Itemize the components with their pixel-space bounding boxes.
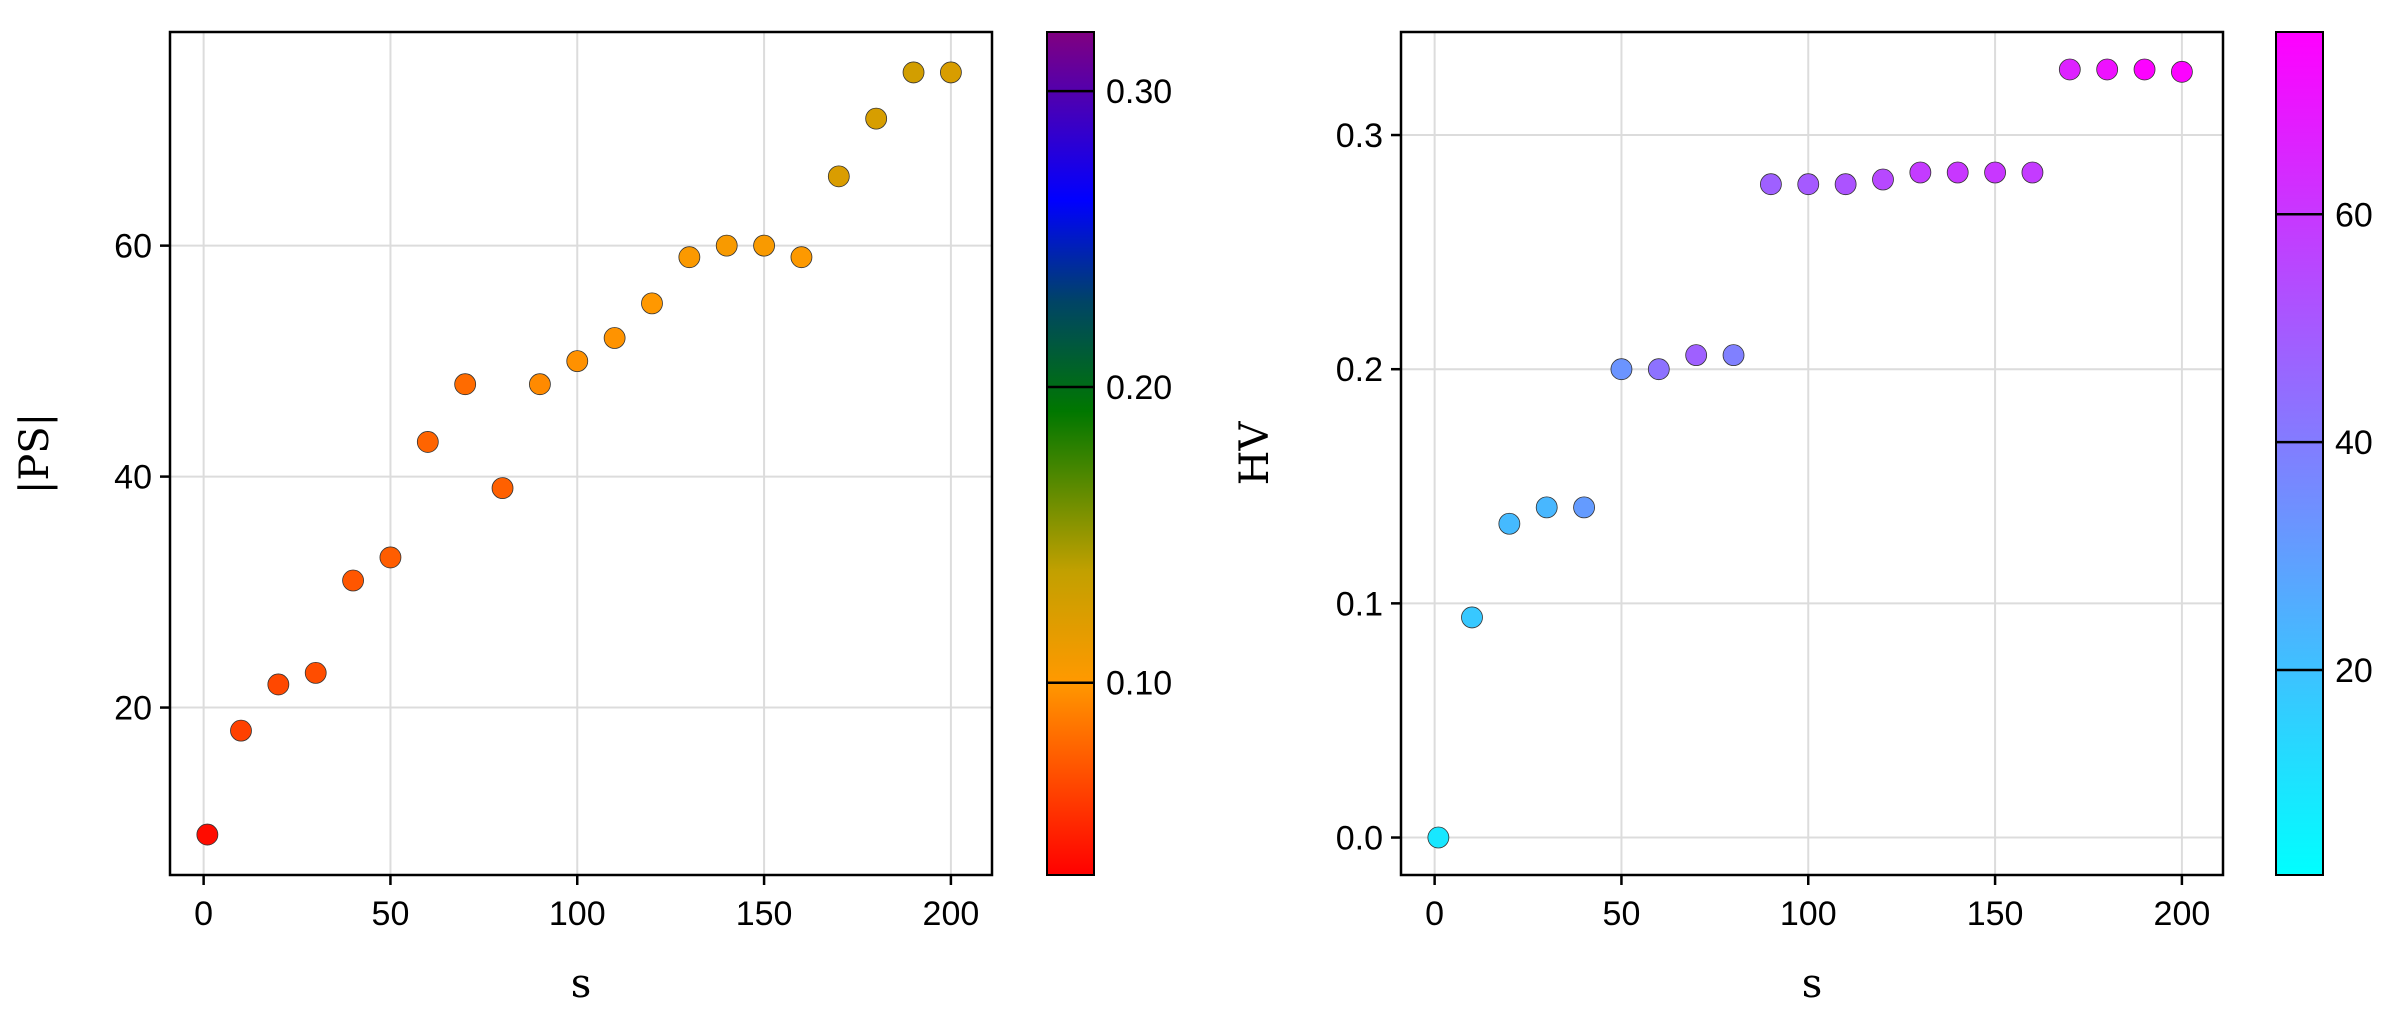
x-axis-ticks: 0 50 100 150 200	[1425, 875, 2210, 933]
y-axis-ticks: 0.0 0.1 0.2 0.3	[1336, 117, 1401, 858]
x-tick-label: 0	[1425, 895, 1444, 933]
x-tick-label: 150	[1967, 895, 2024, 933]
x-axis-ticks: 0 50 100 150 200	[194, 875, 979, 933]
y-tick-label: 0.2	[1336, 351, 1383, 389]
scatter-point	[2170, 60, 2193, 83]
scatter-point	[2096, 58, 2119, 81]
scatter-point	[827, 165, 850, 188]
plot-frame	[1399, 30, 2225, 877]
colorbar-tick-label: 0.10	[1106, 665, 1172, 703]
scatter-point	[342, 569, 364, 592]
scatter-point	[1427, 826, 1450, 849]
scatter-point	[2058, 58, 2081, 81]
colorbar: 0.10 0.20 0.30	[1046, 31, 1172, 876]
scatter-point	[940, 61, 962, 84]
y-axis-ticks: 20 40 60	[114, 228, 170, 728]
scatter-point	[566, 350, 589, 373]
y-tick-label: 0.3	[1336, 117, 1383, 155]
x-tick-label: 200	[2154, 895, 2211, 933]
scatter-point	[379, 546, 402, 569]
scatter-point	[416, 431, 439, 453]
colorbar-tick-label: 40	[2335, 424, 2373, 462]
scatter-point	[1909, 161, 1932, 184]
scatter-point	[491, 477, 514, 500]
x-tick-label: 100	[549, 895, 606, 933]
scatter-point	[790, 246, 813, 269]
chart-hv: 0 50 100 150 200 0.0 0.1 0.2 0.3 s HV 20 40 60	[1232, 30, 2373, 1007]
scatter-point	[902, 61, 925, 84]
scatter-point	[267, 673, 290, 696]
scatter-point	[196, 823, 219, 846]
y-tick-label: 0.1	[1336, 585, 1383, 623]
scatter-point	[753, 234, 775, 257]
colorbar: 20 40 60	[2275, 31, 2373, 876]
colorbar-gradient	[2275, 31, 2324, 876]
scatter-point	[1722, 344, 1745, 367]
scatter-point	[230, 719, 252, 742]
colorbar-gradient	[1046, 31, 1095, 876]
scatter-point	[1461, 606, 1483, 629]
scatter-point	[1984, 161, 2006, 184]
scatter-point	[454, 373, 477, 396]
scatter-points	[196, 61, 962, 846]
x-tick-label: 50	[372, 895, 410, 933]
scatter-point	[1685, 344, 1708, 367]
scatter-point	[2133, 58, 2156, 81]
x-axis-label: s	[571, 961, 592, 1007]
scatter-point	[1647, 358, 1670, 381]
scatter-point	[2021, 161, 2044, 184]
x-axis-label: s	[1802, 961, 1823, 1007]
y-axis-label: |PS|	[12, 413, 58, 494]
scatter-point	[678, 246, 701, 269]
scatter-point	[865, 107, 888, 130]
colorbar-tick-label: 20	[2335, 652, 2373, 690]
x-tick-label: 100	[1780, 895, 1837, 933]
grid	[170, 32, 992, 875]
scatter-point	[1946, 161, 1969, 184]
scatter-point	[715, 234, 738, 257]
x-tick-label: 150	[736, 895, 793, 933]
scatter-point	[641, 292, 663, 315]
x-tick-label: 200	[923, 895, 980, 933]
scatter-point	[1573, 496, 1595, 519]
colorbar-ticks: 0.10 0.20 0.30	[1047, 73, 1172, 703]
x-tick-label: 50	[1603, 895, 1641, 933]
scatter-point	[1834, 173, 1857, 196]
scatter-point	[1760, 173, 1782, 196]
y-tick-label: 0.0	[1336, 820, 1383, 858]
scatter-point	[1610, 358, 1633, 381]
colorbar-tick-label: 0.30	[1106, 73, 1172, 111]
scatter-point	[1872, 168, 1894, 191]
plot-frame	[168, 30, 994, 877]
y-tick-label: 60	[114, 228, 152, 266]
y-axis-label: HV	[1232, 421, 1278, 486]
colorbar-tick-label: 0.20	[1106, 369, 1172, 407]
y-tick-label: 40	[114, 459, 152, 497]
scatter-point	[1535, 496, 1558, 519]
scatter-point	[304, 662, 327, 684]
scatter-point	[529, 373, 551, 396]
colorbar-tick-label: 60	[2335, 196, 2373, 234]
chart-ps: 0 50 100 150 200 20 40 60 s |PS| 0.10 0.20 0.30	[12, 30, 1172, 1007]
x-tick-label: 0	[194, 895, 213, 933]
scatter-point	[1498, 512, 1521, 535]
scatter-points	[1427, 58, 2193, 849]
y-tick-label: 20	[114, 690, 152, 728]
grid	[1401, 32, 2223, 875]
scatter-point	[603, 327, 626, 349]
scatter-point	[1797, 173, 1820, 196]
colorbar-ticks: 20 40 60	[2276, 196, 2373, 690]
